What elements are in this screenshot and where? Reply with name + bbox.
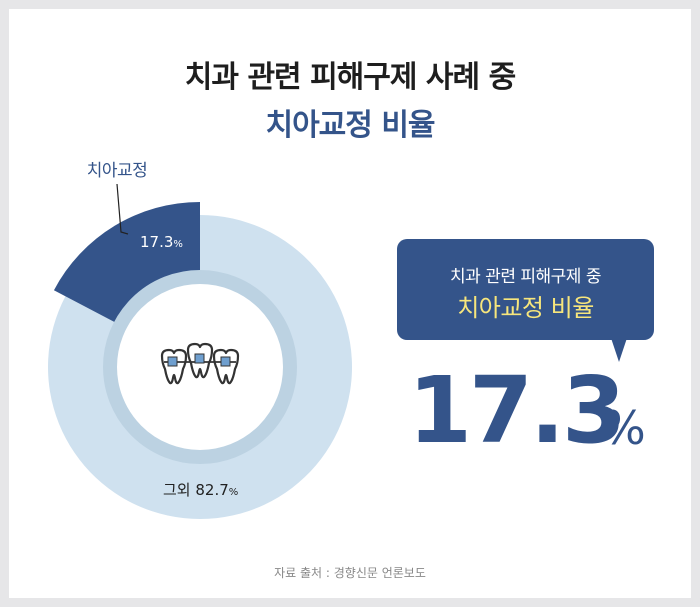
- callout-unit: %: [602, 401, 646, 455]
- slice-other-value: 그외 82.7%: [163, 481, 238, 499]
- callout-value: 17.3: [408, 357, 626, 464]
- callout-line1: 치과 관련 피해구제 중: [450, 267, 601, 287]
- slice-main-value: 17.3%: [140, 233, 183, 251]
- leader-line: [116, 183, 129, 235]
- callout-bubble: [397, 239, 654, 340]
- callout-line2: 치아교정 비율: [457, 294, 594, 322]
- page-subtitle: 치아교정 비율: [265, 108, 435, 143]
- callout-bubble-tail: [611, 338, 627, 362]
- page-title: 치과 관련 피해구제 사례 중: [184, 60, 516, 95]
- braces-wire: [164, 353, 236, 367]
- slice-callout-label: 치아교정: [87, 161, 148, 181]
- source-note: 자료 출처 : 경향신문 언론보도: [274, 566, 426, 580]
